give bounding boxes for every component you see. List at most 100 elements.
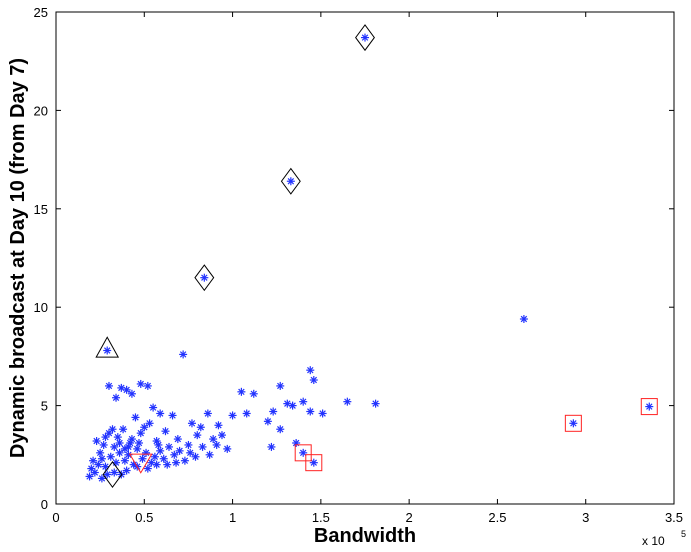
data-point [191,452,200,461]
y-tick-label: 10 [34,300,48,315]
data-point [269,407,278,416]
data-point [92,437,101,446]
data-point [145,419,154,428]
x-multiplier-label: x 10 [642,534,665,548]
data-point [276,381,285,390]
y-tick-label: 0 [41,497,48,512]
data-point [263,417,272,426]
data-point [299,397,308,406]
square-marker [640,398,658,416]
data-point [371,399,380,408]
data-point [519,315,528,324]
data-point [309,458,318,467]
data-point [159,454,168,463]
diamond-marker [194,264,215,292]
square-marker [294,444,312,462]
y-tick-label: 15 [34,202,48,217]
data-point [127,435,136,444]
data-point [196,423,205,432]
data-point [186,448,195,457]
data-point [249,389,258,398]
data-point [106,452,115,461]
data-point [149,403,158,412]
data-point [120,444,129,453]
data-point [89,456,98,465]
data-point [170,450,179,459]
data-point [103,470,112,479]
data-point [120,456,129,465]
data-point [112,393,121,402]
data-point [136,379,145,388]
y-tick-label: 25 [34,5,48,20]
data-point [104,381,113,390]
data-point [115,448,124,457]
highlight-markers [95,24,658,488]
data-point [122,385,131,394]
data-point [569,419,578,428]
data-point [267,442,276,451]
x-tick-label: 3 [582,510,589,525]
data-points [85,33,654,483]
data-point [175,446,184,455]
data-point [133,444,142,453]
diamond-marker [355,24,375,52]
data-point [101,433,110,442]
data-point [168,411,177,420]
data-point [161,427,170,436]
data-point [318,409,327,418]
triangle-up-marker [95,336,120,358]
data-point [142,448,151,457]
data-point [237,387,246,396]
data-point [85,472,94,481]
data-point [138,454,147,463]
data-point [136,429,145,438]
data-point [119,425,128,434]
data-point [205,450,214,459]
diamond-marker [102,460,123,488]
data-point [173,435,182,444]
data-point [143,464,152,473]
data-point [156,409,165,418]
data-point [110,468,119,477]
data-point [165,442,174,451]
y-tick-label: 20 [34,103,48,118]
data-point [113,433,122,442]
x-tick-label: 1 [229,510,236,525]
data-point [172,458,181,467]
x-axis-title: Bandwidth [314,525,416,547]
data-point [131,413,140,422]
data-point [127,389,136,398]
data-point [242,409,251,418]
data-point [156,446,165,455]
y-axis-title: Dynamic broadcast at Day 10 (from Day 7) [7,58,29,458]
data-point [212,440,221,449]
data-point [184,440,193,449]
data-point [99,440,108,449]
data-point [152,460,161,469]
data-point [187,419,196,428]
square-marker [564,414,582,432]
data-point [96,448,105,457]
data-point [228,411,237,420]
x-tick-label: 3.5 [665,510,683,525]
data-point [150,452,159,461]
data-point [154,440,163,449]
x-multiplier-exponent: 5 [681,529,686,539]
x-tick-label: 2.5 [488,510,506,525]
data-point [140,423,149,432]
data-point [122,466,131,475]
data-point [200,273,209,282]
square-marker [305,454,323,472]
data-point [97,454,106,463]
data-point [124,450,133,459]
x-tick-label: 1.5 [312,510,330,525]
data-point [361,33,369,42]
data-point [217,431,226,440]
data-point [343,397,352,406]
data-point [223,444,232,453]
data-point [203,409,212,418]
triangle-down-marker [128,453,153,474]
data-point [90,468,99,477]
data-point [306,366,315,375]
